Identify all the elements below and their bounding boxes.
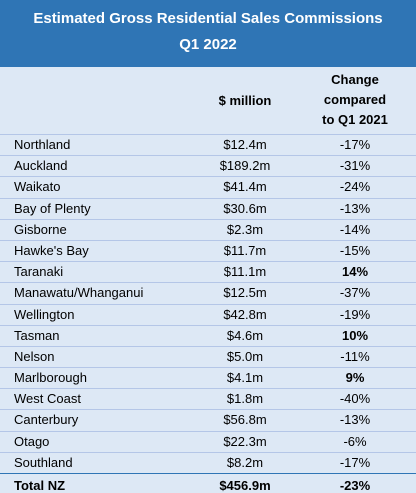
column-header-row: $ million Change compared to Q1 2021 bbox=[0, 67, 416, 134]
change-cell: -17% bbox=[339, 137, 371, 152]
value-cell: $5.0m bbox=[226, 348, 264, 364]
change-cell: -19% bbox=[339, 306, 371, 322]
table-row: Auckland $189.2m -31% bbox=[0, 155, 416, 177]
value-cell: $8.2m bbox=[226, 454, 264, 470]
value-cell: $12.5m bbox=[223, 285, 267, 301]
table-row: Nelson $5.0m -11% bbox=[0, 345, 416, 368]
region-cell: Waikato bbox=[14, 179, 61, 195]
table-row: Waikato $41.4m -24% bbox=[0, 176, 416, 198]
change-cell: -13% bbox=[339, 412, 371, 428]
table-row: Bay of Plenty $30.6m -13% bbox=[0, 197, 416, 219]
region-cell: Marlborough bbox=[14, 370, 87, 386]
table-title: Estimated Gross Residential Sales Commis… bbox=[33, 10, 383, 27]
table-subtitle: Q1 2022 bbox=[179, 36, 237, 53]
value-cell: $4.1m bbox=[226, 370, 264, 386]
region-cell: Gisborne bbox=[14, 221, 67, 237]
region-cell: Taranaki bbox=[14, 264, 64, 280]
value-cell: $30.6m bbox=[223, 200, 267, 216]
value-cell: $2.3m bbox=[226, 221, 264, 237]
change-cell: -14% bbox=[339, 221, 371, 237]
region-cell: Nelson bbox=[14, 348, 55, 364]
table-title-block: Estimated Gross Residential Sales Commis… bbox=[0, 0, 416, 67]
region-cell: Tasman bbox=[14, 327, 60, 343]
value-cell: $41.4m bbox=[223, 179, 267, 195]
value-cell: $56.8m bbox=[223, 412, 267, 428]
value-cell: $11.7m bbox=[223, 242, 267, 258]
change-cell: -11% bbox=[340, 348, 370, 364]
region-cell: Northland bbox=[14, 137, 71, 152]
total-value-cell: $456.9m bbox=[219, 478, 271, 493]
value-cell: $42.8m bbox=[223, 306, 267, 322]
total-region-cell: Total NZ bbox=[14, 478, 66, 493]
change-cell: -37% bbox=[339, 285, 371, 301]
value-cell: $11.1m bbox=[223, 264, 267, 280]
table-row: Northland $12.4m -17% bbox=[0, 134, 416, 156]
table-row: Southland $8.2m -17% bbox=[0, 451, 416, 473]
region-cell: Bay of Plenty bbox=[14, 200, 91, 216]
change-cell: 14% bbox=[341, 264, 369, 280]
change-cell: 9% bbox=[345, 370, 365, 386]
region-cell: Canterbury bbox=[14, 412, 79, 428]
table-row: Marlborough $4.1m 9% bbox=[0, 367, 416, 389]
value-cell: $189.2m bbox=[219, 158, 271, 174]
change-cell: -17% bbox=[339, 454, 371, 470]
change-cell: -6% bbox=[343, 433, 367, 449]
value-cell: $12.4m bbox=[223, 137, 267, 152]
table-row: Canterbury $56.8m -13% bbox=[0, 409, 416, 431]
region-cell: Auckland bbox=[14, 158, 68, 174]
change-cell: -15% bbox=[339, 242, 371, 258]
table-row: Manawatu/Whanganui $12.5m -37% bbox=[0, 282, 416, 304]
table-row: Hawke's Bay $11.7m -15% bbox=[0, 239, 416, 262]
column-header-change: Change compared to Q1 2021 bbox=[322, 72, 388, 127]
change-cell: -40% bbox=[339, 391, 371, 407]
region-cell: West Coast bbox=[14, 391, 81, 407]
value-cell: $4.6m bbox=[226, 327, 264, 343]
table-row: Taranaki $11.1m 14% bbox=[0, 261, 416, 283]
table-row: West Coast $1.8m -40% bbox=[0, 388, 416, 410]
region-cell: Southland bbox=[14, 454, 73, 470]
change-cell: -13% bbox=[339, 200, 371, 216]
total-change-cell: -23% bbox=[339, 478, 371, 493]
total-row: Total NZ $456.9m -23% bbox=[0, 473, 416, 493]
change-cell: -24% bbox=[339, 179, 371, 195]
table-body: Northland $12.4m -17% Auckland $189.2m -31% Wa… bbox=[0, 134, 416, 493]
region-cell: Wellington bbox=[14, 306, 75, 322]
table-row: Otago $22.3m -6% bbox=[0, 430, 416, 452]
table-row: Tasman $4.6m 10% bbox=[0, 324, 416, 346]
table-row: Gisborne $2.3m -14% bbox=[0, 218, 416, 240]
change-cell: 10% bbox=[341, 327, 369, 343]
region-cell: Otago bbox=[14, 433, 50, 449]
value-cell: $1.8m bbox=[226, 391, 264, 407]
column-header-value: $ million bbox=[218, 93, 272, 108]
region-cell: Manawatu/Whanganui bbox=[14, 285, 144, 301]
region-cell: Hawke's Bay bbox=[14, 242, 89, 258]
table-row: Wellington $42.8m -19% bbox=[0, 303, 416, 325]
value-cell: $22.3m bbox=[223, 433, 267, 449]
change-cell: -31% bbox=[339, 158, 371, 174]
